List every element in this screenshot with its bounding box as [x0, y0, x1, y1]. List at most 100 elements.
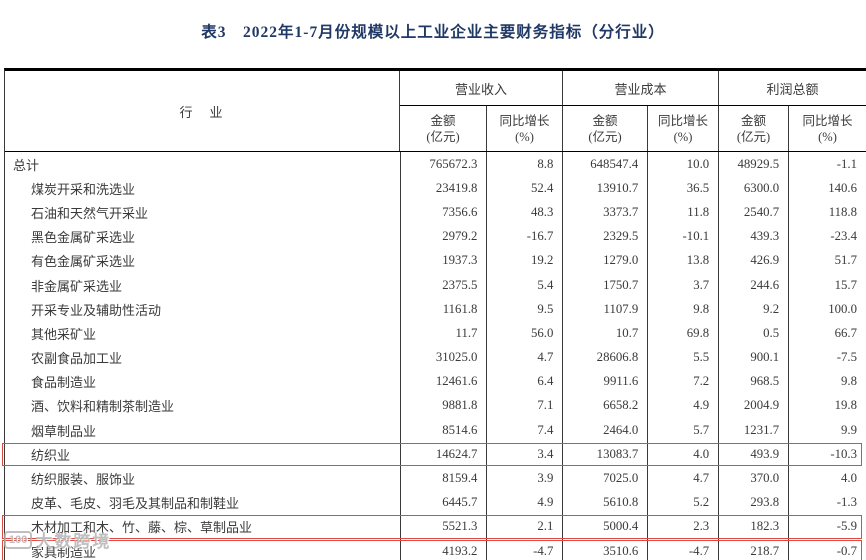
profit-growth-header: 同比增长 (%): [802, 113, 853, 144]
cost-amount-cell: 2329.5: [563, 224, 649, 249]
industry-cell: 非金属矿采选业: [5, 272, 401, 298]
table-row: 石油和天然气开采业 7356.6 48.3 3373.7 11.8 2540.7…: [5, 200, 866, 225]
cost-amount-cell: 5610.8: [563, 490, 649, 515]
cost-growth-cell: 4.9: [648, 393, 720, 419]
profit-amount-cell: 900.1: [719, 345, 790, 370]
table-row: 开采专业及辅助性活动 1161.8 9.5 1107.9 9.8 9.2 100…: [5, 297, 866, 322]
profit-amount-cell: 2540.7: [719, 200, 790, 225]
cost-growth-cell: -4.7: [648, 539, 720, 560]
revenue-amount-cell: 8159.4: [401, 466, 488, 491]
table-row: 纺织业 14624.7 3.4 13083.7 4.0 493.9 -10.3: [2, 442, 866, 467]
profit-growth-cell: 19.8: [834, 398, 858, 413]
revenue-growth-cell: 19.2: [487, 248, 564, 273]
revenue-amount-cell: 1161.8: [401, 297, 488, 322]
profit-growth-cell: -7.5: [836, 350, 858, 365]
table-row: 有色金属矿采选业 1937.3 19.2 1279.0 13.8 426.9 5…: [5, 248, 866, 273]
table-row: 木材加工和木、竹、藤、棕、草制品业 5521.3 2.1 5000.4 2.3 …: [2, 514, 866, 539]
profit-amount-cell: 182.3: [719, 514, 790, 539]
industry-cell: 煤炭开采和洗选业: [5, 176, 401, 201]
industry-cell: 纺织服装、服饰业: [5, 466, 401, 491]
cost-growth-cell: 5.2: [648, 490, 720, 515]
table-row: 黑色金属矿采选业 2979.2 -16.7 2329.5 -10.1 439.3…: [5, 224, 866, 249]
industry-cell: 开采专业及辅助性活动: [5, 297, 401, 322]
revenue-growth-cell: 56.0: [487, 321, 564, 346]
industry-cell: 纺织业: [5, 442, 401, 467]
table-row: 烟草制品业 8514.6 7.4 2464.0 5.7 1231.7 9.9: [5, 418, 866, 443]
profit-growth-cell: -23.4: [830, 229, 858, 244]
revenue-growth-cell: 9.5: [487, 297, 564, 322]
group-header-row: 营业收入 营业成本 利润总额: [400, 71, 866, 106]
industry-cell: 总计: [5, 152, 401, 177]
cost-amount-cell: 9911.6: [563, 369, 649, 394]
revenue-growth-cell: 7.4: [487, 418, 564, 443]
table-row: 煤炭开采和洗选业 23419.8 52.4 13910.7 36.5 6300.…: [5, 176, 866, 201]
table-row: 酒、饮料和精制茶制造业 9881.8 7.1 6658.2 4.9 2004.9…: [5, 393, 866, 419]
metrics-header: 营业收入 营业成本 利润总额 金额 (亿元) 同比增长 (%) 金额 (亿元): [400, 71, 866, 151]
profit-growth-cell: 4.0: [841, 471, 858, 486]
profit-growth-cell: 51.7: [834, 253, 858, 268]
watermark-text: 大数跨境: [35, 532, 112, 551]
cost-growth-cell: 3.7: [648, 272, 720, 298]
profit-growth-cell: 9.8: [841, 374, 858, 389]
revenue-amount-cell: 31025.0: [401, 345, 488, 370]
cost-growth-cell: 2.3: [648, 514, 720, 539]
sub-header-row: 金额 (亿元) 同比增长 (%) 金额 (亿元) 同比增长 (%) 金额 (亿元): [400, 106, 866, 151]
revenue-growth-cell: 3.9: [487, 466, 564, 491]
profit-growth-cell: -1.3: [836, 495, 858, 510]
revenue-growth-cell: -16.7: [487, 224, 564, 249]
revenue-growth-cell: 2.1: [487, 514, 564, 539]
cost-amount-cell: 1107.9: [563, 297, 649, 322]
table-row: 农副食品加工业 31025.0 4.7 28606.8 5.5 900.1 -7…: [5, 345, 866, 370]
profit-amount-cell: 426.9: [719, 248, 790, 273]
industry-column-header: 行 业: [5, 71, 400, 151]
table-row: 总计 765672.3 8.8 648547.4 10.0 48929.5 -1…: [5, 152, 866, 177]
profit-amount-cell: 244.6: [719, 272, 790, 298]
cost-amount-cell: 13910.7: [563, 176, 649, 201]
cost-amount-cell: 7025.0: [563, 466, 649, 491]
profit-amount-cell: 218.7: [719, 539, 790, 560]
industry-cell: 酒、饮料和精制茶制造业: [5, 393, 401, 419]
revenue-growth-cell: 48.3: [487, 200, 564, 225]
revenue-amount-cell: 1937.3: [401, 248, 488, 273]
profit-growth-cell: -10.3: [830, 446, 858, 461]
profit-amount-cell: 9.2: [719, 297, 790, 322]
cost-amount-cell: 1750.7: [563, 272, 649, 298]
revenue-amount-cell: 14624.7: [401, 442, 488, 467]
table-row: 家具制造业 4193.2 -4.7 3510.6 -4.7 218.7 -0.7: [2, 539, 866, 560]
profit-growth-cell: 9.9: [841, 422, 858, 437]
revenue-amount-cell: 23419.8: [401, 176, 488, 201]
revenue-growth-cell: 4.9: [487, 490, 564, 515]
profit-amount-cell: 0.5: [719, 321, 790, 346]
profit-amount-cell: 1231.7: [719, 418, 790, 443]
cost-amount-cell: 5000.4: [563, 514, 649, 539]
cost-growth-cell: 9.8: [648, 297, 720, 322]
cost-amount-cell: 10.7: [563, 321, 649, 346]
profit-amount-cell: 293.8: [719, 490, 790, 515]
industry-cell: 石油和天然气开采业: [5, 200, 401, 225]
profit-amount-cell: 2004.9: [719, 393, 790, 419]
revenue-growth-cell: -4.7: [487, 539, 564, 560]
table-row: 食品制造业 12461.6 6.4 9911.6 7.2 968.5 9.8: [5, 369, 866, 394]
profit-amount-cell: 439.3: [719, 224, 790, 249]
profit-amount-cell: 48929.5: [719, 152, 790, 177]
cost-growth-cell: 10.0: [648, 152, 720, 177]
industry-cell: 家具制造业: [5, 539, 401, 560]
profit-growth-cell: -1.1: [836, 156, 858, 171]
revenue-amount-cell: 12461.6: [401, 369, 488, 394]
revenue-amount-header: 金额 (亿元): [400, 106, 487, 151]
profit-growth-cell: 100.0: [828, 301, 858, 316]
cost-amount-cell: 1279.0: [563, 248, 649, 273]
cost-amount-cell: 2464.0: [563, 418, 649, 443]
revenue-amount-cell: 9881.8: [401, 393, 488, 419]
industry-cell: 木材加工和木、竹、藤、棕、草制品业: [5, 514, 401, 539]
revenue-group-header: 营业收入: [400, 71, 563, 106]
cost-growth-cell: 36.5: [648, 176, 720, 201]
cost-amount-cell: 3510.6: [563, 539, 649, 560]
revenue-amount-cell: 8514.6: [401, 418, 488, 443]
industry-cell: 烟草制品业: [5, 418, 401, 443]
revenue-amount-cell: 765672.3: [401, 152, 488, 177]
table-row: 纺织服装、服饰业 8159.4 3.9 7025.0 4.7 370.0 4.0: [5, 466, 866, 491]
revenue-amount-cell: 2979.2: [401, 224, 488, 249]
revenue-growth-cell: 8.8: [487, 152, 564, 177]
